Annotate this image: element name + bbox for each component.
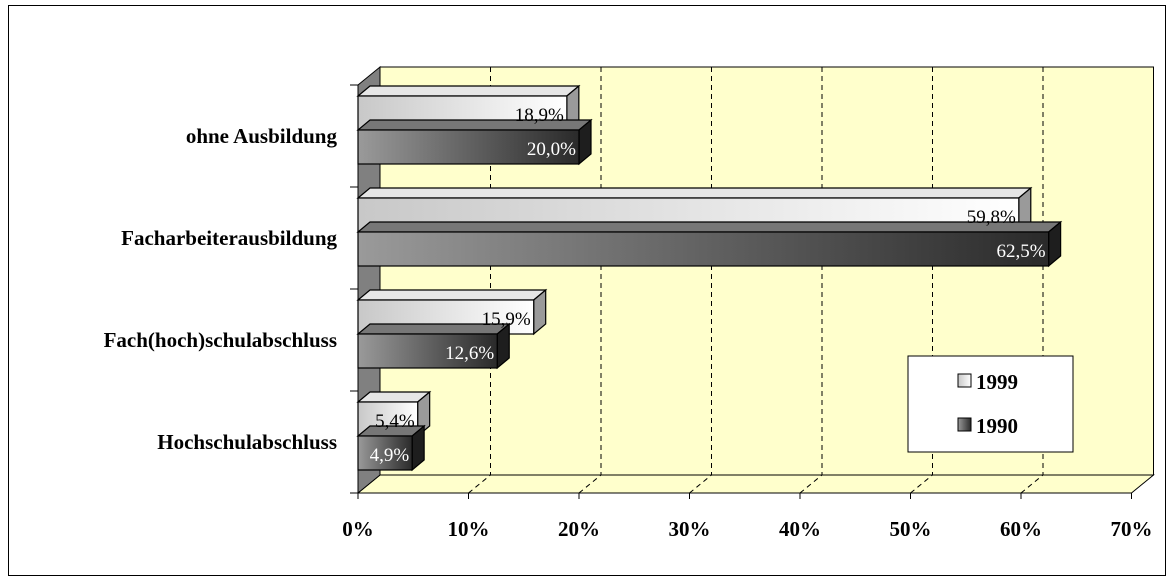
data-label: 59,8%	[967, 207, 1016, 228]
gridline-floor	[1020, 474, 1044, 494]
data-label: 20,0%	[527, 139, 576, 160]
legend-box	[907, 355, 1074, 453]
bar-front-face	[357, 435, 413, 471]
category-label: Hochschulabschluss	[157, 430, 337, 454]
gridline-floor	[468, 474, 491, 494]
bar-top-face	[356, 221, 1063, 233]
x-tick-label: 60%	[1000, 517, 1042, 541]
data-label: 12,6%	[445, 343, 494, 364]
x-tick-label: 30%	[669, 517, 711, 541]
x-tick-label: 10%	[448, 517, 490, 541]
x-tick-label: 40%	[779, 517, 821, 541]
gridline-floor	[910, 474, 933, 494]
data-label: 62,5%	[997, 241, 1046, 262]
gridline-floor	[578, 474, 602, 494]
bar-front-face	[357, 333, 498, 369]
bar-1990-1	[356, 220, 1063, 268]
data-label: 18,9%	[515, 105, 564, 126]
bar-front-face	[357, 129, 580, 165]
bar-1990-2	[356, 322, 511, 370]
bar-1990-3	[356, 424, 426, 472]
legend-label: 1999	[976, 370, 1018, 394]
legend: 1999 1990	[907, 355, 1074, 453]
x-tick-label: 50%	[890, 517, 932, 541]
data-label: 5,4%	[375, 411, 415, 432]
bar-top-face	[356, 85, 581, 97]
legend-label: 1990	[976, 414, 1018, 438]
category-label: Facharbeiterausbildung	[121, 226, 337, 250]
bar-front-face	[357, 231, 1050, 267]
gridline-floor	[799, 474, 823, 494]
x-tick-label: 0%	[342, 517, 374, 541]
legend-swatch	[957, 417, 972, 432]
x-tick-label: 70%	[1111, 517, 1153, 541]
legend-swatch	[957, 373, 972, 388]
bar-top-face	[356, 289, 548, 301]
x-tick-label: 20%	[558, 517, 600, 541]
data-label: 4,9%	[370, 445, 410, 466]
plot-floor	[356, 474, 1155, 494]
category-label: Fach(hoch)schulabschluss	[104, 328, 337, 352]
bar-1990-0	[356, 118, 593, 166]
data-label: 15,9%	[482, 309, 531, 330]
gridline-floor	[689, 474, 712, 494]
bar-top-face	[356, 187, 1033, 199]
category-label: ohne Ausbildung	[186, 124, 338, 148]
